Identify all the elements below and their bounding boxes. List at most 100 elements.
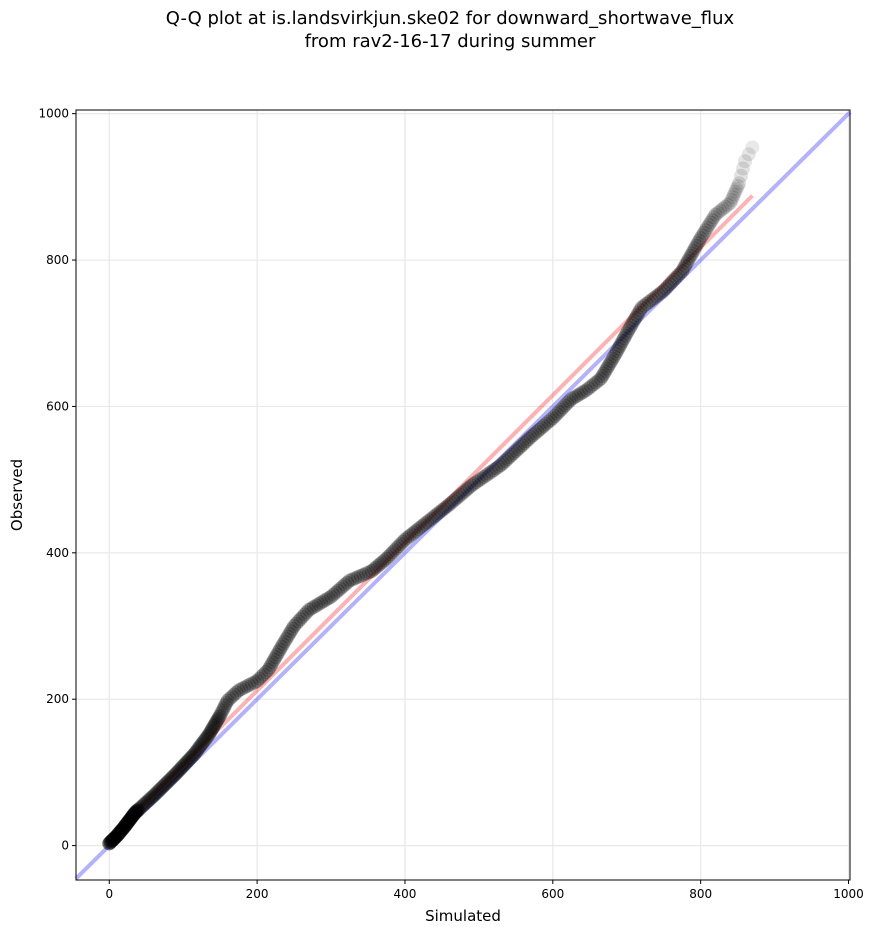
- y-axis-label: Observed: [8, 459, 26, 531]
- quantile-point: [654, 285, 669, 300]
- quantile-point: [371, 558, 386, 573]
- quantile-point: [187, 747, 202, 762]
- quantile-point: [216, 700, 231, 715]
- quantile-point: [660, 279, 675, 294]
- quantile-point: [494, 457, 509, 472]
- quantile-point: [464, 478, 479, 493]
- quantile-point: [689, 238, 704, 253]
- quantile-point: [164, 770, 179, 785]
- quantile-point: [547, 409, 562, 424]
- quantile-point: [224, 689, 239, 704]
- quantile-point: [541, 414, 556, 429]
- quantile-point: [696, 225, 711, 240]
- quantile-point: [556, 400, 571, 415]
- quantile-point: [651, 287, 666, 302]
- x-tick-label: 200: [246, 887, 269, 901]
- quantile-point: [186, 748, 201, 763]
- quantile-point: [132, 802, 147, 817]
- quantile-point: [433, 504, 448, 519]
- y-tick-label: 400: [46, 546, 69, 560]
- quantile-point: [155, 779, 170, 794]
- quantile-point: [708, 207, 723, 222]
- quantile-point: [198, 731, 213, 746]
- quantile-point: [664, 275, 679, 290]
- quantile-point: [610, 344, 625, 359]
- quantile-point: [479, 468, 494, 483]
- quantile-point: [383, 547, 398, 562]
- quantile-point: [254, 669, 269, 684]
- quantile-point: [440, 499, 455, 514]
- quantile-point: [451, 489, 466, 504]
- quantile-point: [718, 199, 733, 214]
- quantile-point: [690, 236, 705, 251]
- y-tick-label: 600: [46, 399, 69, 413]
- quantile-point: [356, 567, 371, 582]
- quantile-point: [406, 525, 421, 540]
- quantile-point: [457, 484, 472, 499]
- quantile-point: [171, 764, 186, 779]
- quantile-point: [453, 488, 468, 502]
- reference-lines: [74, 110, 852, 880]
- quantile-point: [402, 529, 417, 544]
- quantile-point: [400, 530, 415, 545]
- quantile-point: [683, 248, 698, 263]
- x-tick-label: 600: [541, 887, 564, 901]
- quantile-point: [287, 619, 302, 634]
- quantile-point: [306, 599, 321, 614]
- quantile-point: [634, 300, 649, 315]
- quantile-point: [741, 147, 756, 162]
- quantile-point: [616, 331, 631, 346]
- quantile-point: [168, 766, 183, 781]
- quantile-point: [646, 291, 661, 306]
- quantile-point: [411, 522, 426, 537]
- quantile-point: [571, 387, 586, 402]
- quantile-point: [377, 553, 392, 568]
- quantile-point: [177, 757, 192, 772]
- quantile-point: [202, 727, 217, 742]
- quantile-point: [417, 516, 432, 531]
- quantile-point: [379, 551, 394, 566]
- quantile-point: [204, 722, 219, 737]
- quantile-point: [182, 752, 197, 767]
- quantile-point: [676, 261, 691, 276]
- quantile-point: [264, 657, 279, 672]
- quantile-point: [738, 154, 753, 169]
- quantile-point: [608, 346, 623, 361]
- quantile-point: [409, 523, 424, 538]
- x-axis-label: Simulated: [425, 907, 501, 925]
- quantile-point: [725, 190, 740, 205]
- quantile-point: [625, 315, 640, 330]
- quantile-point: [342, 573, 357, 588]
- quantile-point: [153, 782, 168, 797]
- quantile-point: [431, 506, 446, 521]
- chart-title-line-1: Q-Q plot at is.landsvirkjun.ske02 for do…: [165, 8, 735, 29]
- quantile-point: [474, 471, 489, 486]
- quantile-point: [641, 295, 656, 310]
- plot-frame: [75, 109, 851, 881]
- quantile-point: [273, 642, 288, 657]
- quantile-point: [612, 339, 627, 354]
- quantile-point: [147, 787, 162, 802]
- quantile-point: [679, 256, 694, 271]
- quantile-point: [724, 193, 739, 208]
- y-tick-label: 0: [61, 839, 69, 853]
- quantile-point: [299, 605, 314, 620]
- quantile-point: [256, 667, 271, 682]
- quantile-point: [146, 788, 161, 803]
- quantile-point: [523, 430, 538, 445]
- quantile-points: [102, 140, 760, 851]
- quantile-point: [720, 197, 735, 212]
- quantile-point: [517, 436, 532, 451]
- quantile-point: [579, 383, 594, 398]
- quantile-point: [551, 404, 566, 419]
- quantile-point: [348, 571, 363, 586]
- quantile-point: [385, 545, 400, 560]
- quantile-point: [368, 560, 383, 575]
- quantile-point: [633, 303, 648, 318]
- quantile-point: [710, 205, 725, 220]
- quantile-point: [277, 634, 292, 649]
- quantile-point: [397, 532, 412, 547]
- quantile-point: [666, 272, 681, 287]
- quantile-point: [157, 778, 172, 793]
- quantile-point: [231, 683, 246, 698]
